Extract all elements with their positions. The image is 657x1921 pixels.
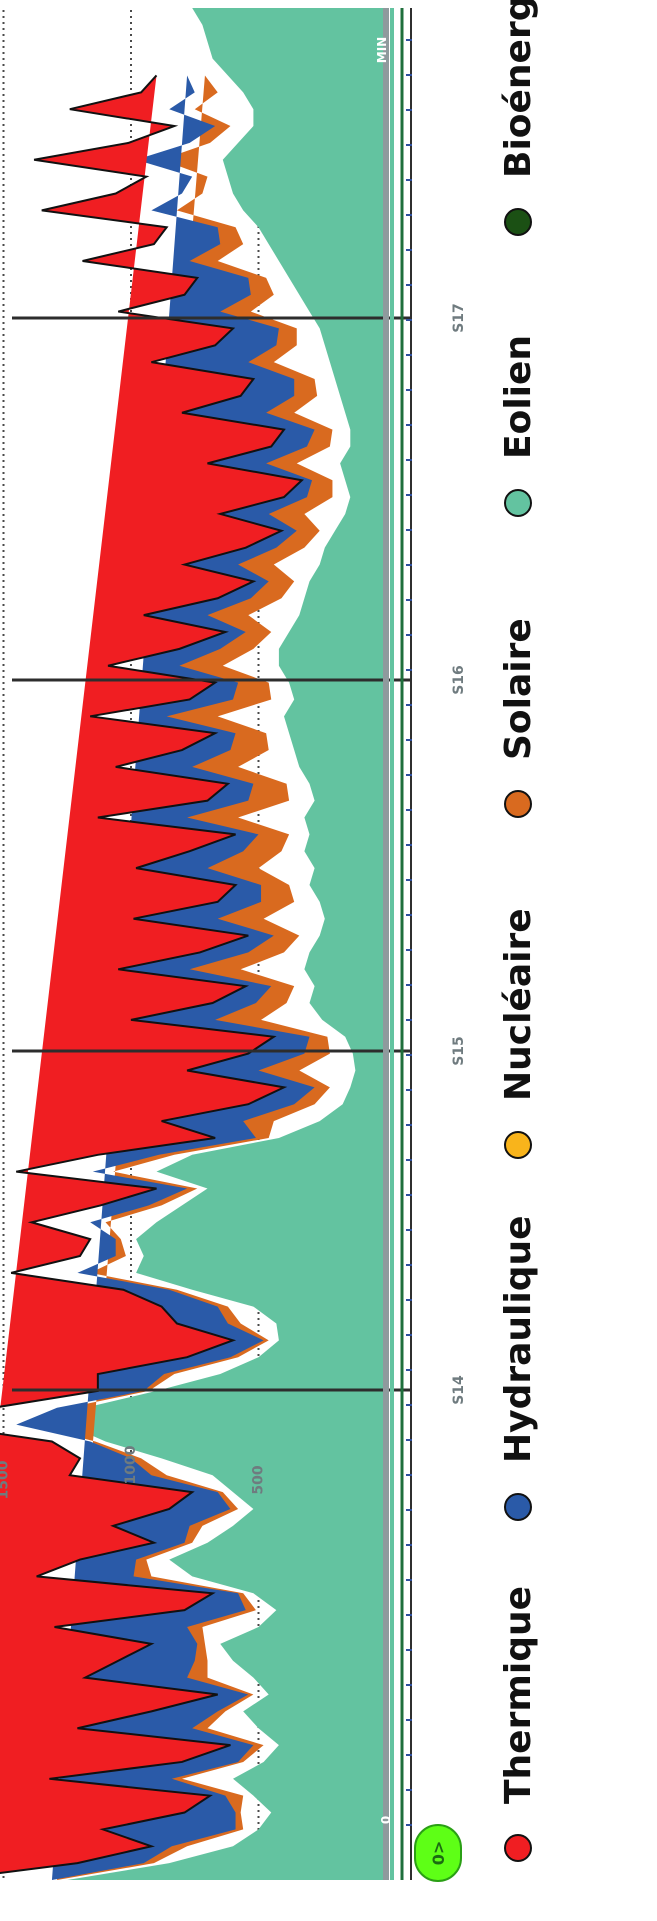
legend-label: Thermique [498, 1586, 539, 1804]
svg-text:0>: 0> [429, 1841, 448, 1866]
svg-text:S15: S15 [451, 1036, 467, 1066]
legend: Thermique Hydraulique Nucléaire Solaire Eoli… [498, 0, 539, 1862]
week-label: S17 [451, 303, 467, 333]
svg-text:1500: 1500 [0, 1460, 12, 1499]
legend-swatch-hydraulique [504, 1493, 532, 1521]
week-label: S15 [451, 1036, 467, 1066]
svg-text:S17: S17 [451, 303, 467, 333]
label-layer: 0 500 1000 1500 S14 S15 S16 S17 MIN 0> [0, 37, 467, 1882]
min-label: MIN [375, 37, 389, 63]
svg-text:Nucléaire: Nucléaire [498, 908, 539, 1101]
series-area-eolien [67, 8, 386, 1880]
legend-swatch-bionergies [504, 208, 532, 236]
week-label: S14 [451, 1375, 467, 1405]
y-tick-label: 1000 [123, 1445, 139, 1484]
week-label: S16 [451, 665, 467, 695]
svg-text:MIN: MIN [375, 37, 389, 63]
y-tick-label: 1500 [0, 1460, 12, 1499]
svg-text:500: 500 [251, 1465, 267, 1494]
legend-label: Eolien [498, 335, 539, 459]
legend-swatch-nuclaire [504, 1131, 532, 1159]
svg-text:Thermique: Thermique [498, 1586, 539, 1804]
svg-text:1000: 1000 [123, 1445, 139, 1484]
legend-swatch-eolien [504, 489, 532, 517]
svg-text:Eolien: Eolien [498, 335, 539, 459]
svg-text:S16: S16 [451, 665, 467, 695]
legend-label: Hydraulique [498, 1215, 539, 1463]
y-tick-label: 0 [379, 1816, 393, 1824]
svg-text:Bioénergies: Bioénergies [498, 0, 539, 178]
area-layer [0, 8, 386, 1881]
svg-text:S14: S14 [451, 1375, 467, 1405]
legend-swatch-thermique [504, 1834, 532, 1862]
series-area-thermique [0, 74, 304, 1874]
legend-swatch-solaire [504, 790, 532, 818]
axis-layer [12, 8, 412, 1880]
svg-text:Solaire: Solaire [498, 618, 539, 760]
legend-label: Bioénergies [498, 0, 539, 178]
svg-text:0: 0 [379, 1816, 393, 1824]
chart-badge[interactable]: 0> [414, 1824, 462, 1882]
svg-text:Hydraulique: Hydraulique [498, 1215, 539, 1463]
y-tick-label: 500 [251, 1465, 267, 1494]
legend-label: Solaire [498, 618, 539, 760]
legend-label: Nucléaire [498, 908, 539, 1101]
